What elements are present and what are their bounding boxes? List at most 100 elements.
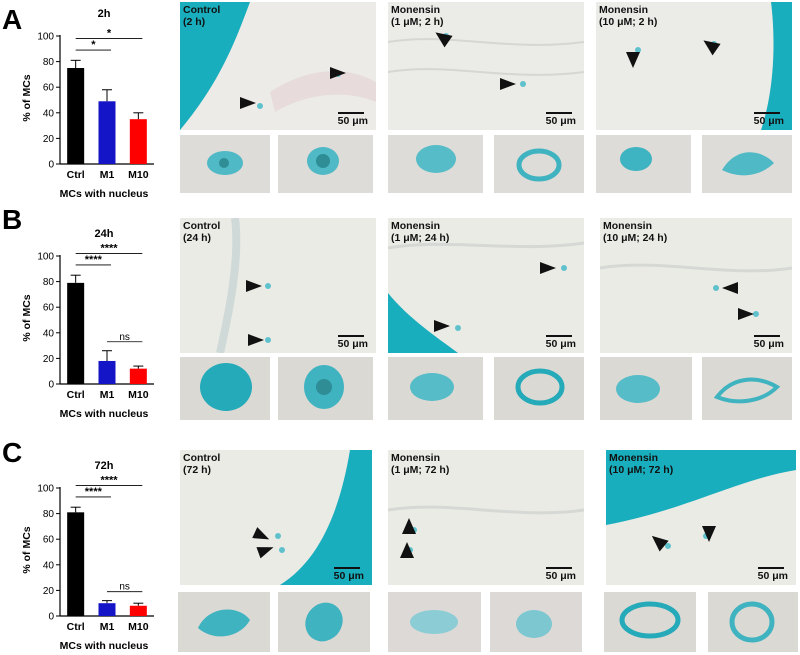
- inset-m1-24h-2: [494, 357, 584, 420]
- bar-chart-72h: 72h 0 20 40 60 80 100 Ctrl M1 M10 ******** ns % of…: [21, 460, 154, 652]
- inset-m10-2h-1: [596, 135, 691, 193]
- x-tick-label: Ctrl: [67, 621, 85, 633]
- scale-bar: [754, 112, 780, 114]
- x-tick-label: M1: [100, 389, 115, 401]
- scale-bar-label: 50 μm: [753, 115, 784, 127]
- tissue-texture: [180, 218, 376, 353]
- y-tick-label: 40: [43, 328, 55, 339]
- inset-m10-24h-1: [600, 357, 692, 420]
- image-label: Monensin (1 μM; 2 h): [391, 4, 444, 28]
- arrow-icon: [722, 282, 738, 294]
- x-axis-label: MCs with nucleus: [60, 640, 149, 652]
- inset-m10-2h-2: [702, 135, 792, 193]
- y-tick-label: 80: [43, 277, 55, 288]
- bar-ctrl: [67, 512, 85, 616]
- inset-m10-24h-2: [702, 357, 792, 420]
- inset-control-2h-2: [278, 135, 373, 193]
- bar-m1: [98, 603, 116, 616]
- chart-title: 24h: [95, 228, 114, 240]
- y-tick-label: 100: [37, 32, 54, 43]
- scale-bar-label: 50 μm: [545, 570, 576, 582]
- y-tick-label: 20: [43, 586, 55, 597]
- x-tick-label: M10: [128, 389, 149, 401]
- y-tick-label: 100: [37, 484, 54, 495]
- x-tick-label: Ctrl: [67, 169, 85, 181]
- scale-bar: [338, 112, 364, 114]
- micrograph-monensin-1um-72h: Monensin (1 μM; 72 h) 50 μm: [388, 450, 584, 585]
- y-axis-label: % of MCs: [21, 526, 33, 573]
- significance-label: ****: [100, 474, 118, 486]
- arrow-icon: [400, 542, 414, 558]
- bar-ctrl: [67, 282, 85, 384]
- y-tick-label: 40: [43, 560, 55, 571]
- bar-m1: [98, 360, 116, 384]
- bar-chart-2h: 2h 0 20 40 60 80 100 Ctrl M1 M10 * * % of MCs MCs …: [21, 8, 154, 200]
- arrow-icon: [330, 67, 346, 79]
- scale-bar-label: 50 μm: [337, 115, 368, 127]
- arrow-icon: [540, 262, 556, 274]
- arrow-icon: [246, 280, 262, 292]
- image-label: Monensin (1 μM; 24 h): [391, 220, 450, 244]
- inset-m10-72h-1: [604, 592, 696, 652]
- inset-m1-72h-2: [490, 592, 582, 652]
- panel-letter-c: C: [2, 437, 23, 468]
- bar-m1: [98, 101, 116, 164]
- chart-title: 72h: [95, 460, 114, 472]
- inset-control-24h-2: [278, 357, 373, 420]
- inset-m10-72h-2: [708, 592, 798, 652]
- scale-bar: [338, 335, 364, 337]
- significance-label: *: [91, 39, 96, 51]
- scale-bar: [546, 567, 572, 569]
- y-tick-label: 100: [37, 252, 54, 263]
- x-axis-label: MCs with nucleus: [60, 188, 149, 200]
- arrow-icon: [500, 78, 516, 90]
- arrow-icon: [248, 334, 264, 346]
- bar-chart-24h: 24h 0 20 40 60 80 100 Ctrl M1 M10 ******** ns % of…: [21, 228, 154, 420]
- inset-m1-72h-1: [388, 592, 481, 652]
- inset-control-2h-1: [180, 135, 270, 193]
- micrograph-control-72h: Control (72 h) 50 μm: [180, 450, 372, 585]
- panel-letter-b: B: [2, 204, 23, 235]
- chart-title: 2h: [98, 8, 111, 20]
- micrograph-control-2h: Control (2 h) 50 μm: [180, 2, 376, 130]
- image-label: Monensin (10 μM; 24 h): [603, 220, 668, 244]
- micrograph-monensin-10um-72h: Monensin (10 μM; 72 h) 50 μm: [606, 450, 796, 585]
- micrograph-control-24h: Control (24 h) 50 μm: [180, 218, 376, 353]
- panel-letter-a: A: [2, 4, 23, 35]
- scale-bar-label: 50 μm: [545, 338, 576, 350]
- tissue-texture: [388, 2, 584, 130]
- tissue-texture: [606, 450, 796, 585]
- significance-label: ****: [85, 486, 103, 498]
- arrow-icon: [626, 52, 640, 68]
- x-tick-label: M1: [100, 621, 115, 633]
- inset-control-24h-1: [180, 357, 270, 420]
- tissue-texture: [388, 218, 584, 353]
- significance-label: ****: [100, 242, 118, 254]
- micrograph-monensin-10um-24h: Monensin (10 μM; 24 h) 50 μm: [600, 218, 792, 353]
- y-tick-label: 80: [43, 509, 55, 520]
- x-tick-label: M10: [128, 621, 149, 633]
- arrow-icon: [434, 320, 450, 332]
- scale-bar-label: 50 μm: [753, 338, 784, 350]
- significance-label: *: [107, 28, 112, 40]
- y-tick-label: 40: [43, 108, 55, 119]
- inset-m1-24h-1: [388, 357, 483, 420]
- y-tick-label: 0: [48, 160, 54, 171]
- inset-control-72h-2: [278, 592, 370, 652]
- arrow-icon: [738, 308, 754, 320]
- significance-label: ****: [85, 254, 103, 266]
- y-tick-label: 20: [43, 134, 55, 145]
- y-tick-label: 20: [43, 354, 55, 365]
- image-label: Monensin (1 μM; 72 h): [391, 452, 450, 476]
- tissue-texture: [180, 2, 376, 130]
- scale-bar-label: 50 μm: [757, 570, 788, 582]
- inset-control-72h-1: [178, 592, 270, 652]
- arrow-icon: [702, 526, 716, 542]
- scale-bar: [546, 335, 572, 337]
- significance-label: ns: [119, 582, 130, 593]
- arrow-icon: [240, 97, 256, 109]
- y-axis-label: % of MCs: [21, 294, 33, 341]
- image-label: Monensin (10 μM; 2 h): [599, 4, 658, 28]
- micrograph-monensin-1um-2h: Monensin (1 μM; 2 h) 50 μm: [388, 2, 584, 130]
- bar-m10: [129, 119, 147, 164]
